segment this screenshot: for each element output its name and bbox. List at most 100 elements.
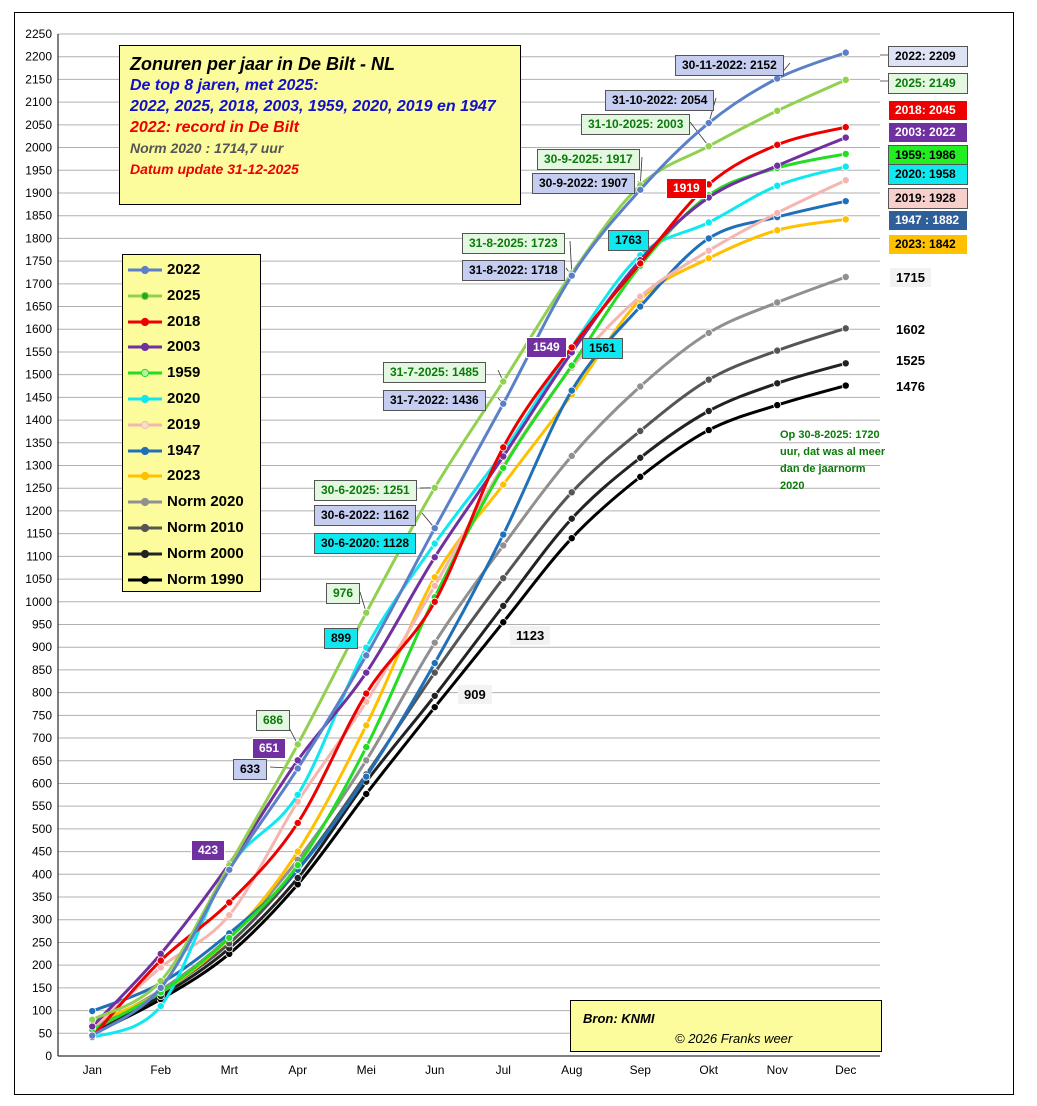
label-2020-sep: 1763 xyxy=(608,230,649,251)
legend-marker xyxy=(140,291,150,300)
label-2025-aug: 31-8-2025: 1723 xyxy=(462,233,565,254)
legend-swatch xyxy=(128,394,162,404)
x-tick-label: Nov xyxy=(767,1063,788,1077)
legend-label: 2003 xyxy=(167,338,201,356)
x-tick-label: Aug xyxy=(561,1063,582,1077)
data-point xyxy=(362,772,371,781)
y-tick-label: 1200 xyxy=(25,504,52,518)
y-tick-label: 400 xyxy=(32,867,52,881)
annotation-note: Op 30-8-2025: 1720 uur, dat was al meer … xyxy=(780,429,886,492)
title-box: Zonuren per jaar in De Bilt - NL De top … xyxy=(119,45,521,205)
source-box: Bron: KNMI © 2026 Franks weer xyxy=(570,1000,882,1052)
data-point xyxy=(293,790,302,799)
chart-title: Zonuren per jaar in De Bilt - NL xyxy=(130,54,396,74)
legend-marker xyxy=(140,317,150,326)
data-point xyxy=(841,48,850,57)
data-point xyxy=(841,123,850,132)
data-point xyxy=(636,302,645,311)
series-2022 xyxy=(88,48,850,1040)
right-label-norm-1990: 1476 xyxy=(896,379,925,394)
x-tick-label: Mrt xyxy=(221,1063,239,1077)
right-label-norm-2010: 1602 xyxy=(896,322,925,337)
data-point xyxy=(293,873,302,882)
data-point xyxy=(704,246,713,255)
y-tick-label: 1050 xyxy=(25,572,52,586)
data-point xyxy=(841,176,850,185)
data-point xyxy=(567,451,576,460)
data-point xyxy=(773,208,782,217)
data-point xyxy=(293,847,302,856)
label-2022-nov: 30-11-2022: 2152 xyxy=(675,55,784,76)
legend-swatch xyxy=(128,317,162,326)
y-tick-label: 300 xyxy=(32,913,52,927)
leader-line xyxy=(639,156,643,186)
legend-marker xyxy=(140,549,150,558)
data-point xyxy=(841,133,850,142)
data-point xyxy=(704,375,713,384)
y-tick-label: 900 xyxy=(32,640,52,654)
legend-item: 1959 xyxy=(127,362,261,384)
data-point xyxy=(567,343,576,352)
data-point xyxy=(225,898,234,907)
right-label-2023: 2023: 1842 xyxy=(888,234,968,255)
legend-item: 2003 xyxy=(127,336,261,358)
y-tick-label: 1700 xyxy=(25,277,52,291)
legend-item: 2018 xyxy=(127,311,261,333)
y-tick-label: 1750 xyxy=(25,254,52,268)
label-2022-apr: 633 xyxy=(233,759,268,780)
data-point xyxy=(841,215,850,224)
data-point xyxy=(430,691,439,700)
data-point xyxy=(636,185,645,194)
data-point xyxy=(567,514,576,523)
legend-item: Norm 2020 xyxy=(127,491,261,513)
subtitle-line-1: De top 8 jaren, met 2025: xyxy=(130,77,319,94)
data-point xyxy=(156,983,165,992)
legend-swatch xyxy=(128,472,162,481)
right-label-2020: 2020: 1958 xyxy=(888,164,968,185)
data-point xyxy=(636,426,645,435)
legend-label: 2022 xyxy=(167,261,201,278)
legend-marker xyxy=(140,343,150,352)
legend-item: 2019 xyxy=(127,414,261,436)
legend-marker xyxy=(140,394,150,404)
legend-swatch xyxy=(128,498,162,507)
legend-item: 2022 xyxy=(127,259,261,281)
label-2020-jun: 30-6-2020: 1128 xyxy=(314,533,417,554)
data-point xyxy=(225,911,234,920)
data-point xyxy=(567,361,576,370)
legend-marker xyxy=(140,498,150,507)
y-tick-label: 2150 xyxy=(25,72,52,86)
legend-swatch xyxy=(128,369,162,378)
label-2022-aug: 31-8-2022: 1718 xyxy=(462,260,565,281)
data-point xyxy=(293,740,302,749)
legend-item: Norm 2010 xyxy=(127,517,261,539)
data-point xyxy=(499,601,508,610)
data-point xyxy=(841,75,850,84)
label-2022-jul: 31-7-2022: 1436 xyxy=(383,390,486,411)
data-point xyxy=(362,608,371,617)
y-tick-label: 850 xyxy=(32,663,52,677)
legend-swatch xyxy=(128,549,162,558)
data-point xyxy=(773,226,782,235)
y-tick-label: 1450 xyxy=(25,390,52,404)
data-point xyxy=(362,743,371,752)
data-point xyxy=(841,324,850,333)
y-tick-label: 350 xyxy=(32,890,52,904)
data-point xyxy=(841,149,850,158)
legend-swatch xyxy=(128,523,162,533)
source-text: Bron: KNMI xyxy=(583,1011,655,1026)
label-2020-mei: 899 xyxy=(324,628,359,649)
label-2022-okt: 31-10-2022: 2054 xyxy=(605,90,715,111)
label-2003-aug: 1549 xyxy=(526,337,567,358)
label-2018-okt: 1919 xyxy=(666,178,707,199)
y-tick-label: 1550 xyxy=(25,345,52,359)
data-point xyxy=(225,865,234,874)
label-2025-okt: 31-10-2025: 2003 xyxy=(581,114,691,135)
series-group xyxy=(88,48,850,1042)
data-point xyxy=(362,721,371,730)
legend-marker xyxy=(140,420,150,429)
data-point xyxy=(499,574,508,583)
legend-swatch xyxy=(128,575,162,584)
data-point xyxy=(293,861,302,870)
right-label-2025: 2025: 2149 xyxy=(888,73,968,94)
